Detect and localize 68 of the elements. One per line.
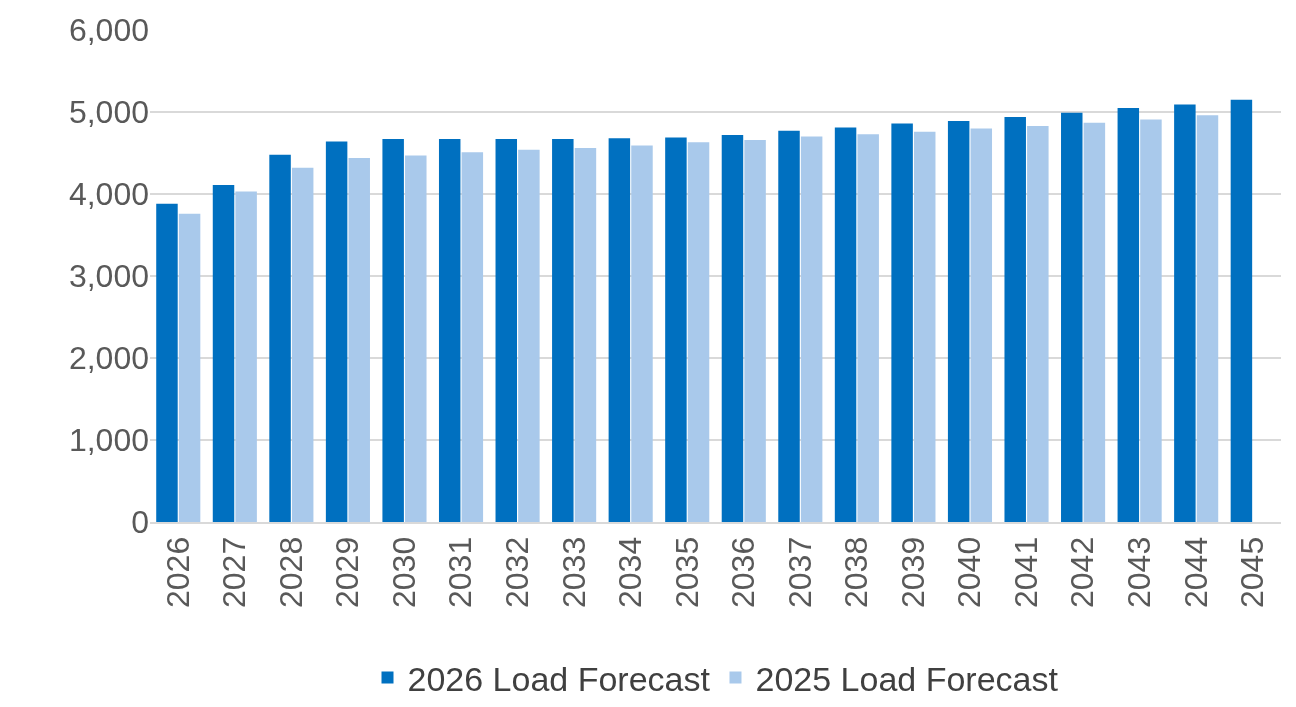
x-tick-label: 2035	[668, 536, 705, 608]
y-tick-label: 4,000	[68, 176, 149, 213]
y-tick-label: 5,000	[68, 94, 149, 131]
x-tick-label: 2029	[329, 536, 366, 608]
bar	[800, 136, 823, 522]
bar	[834, 127, 857, 522]
x-tick-label: 2038	[838, 536, 875, 608]
x-tick-label: 2028	[272, 536, 309, 608]
bar	[913, 131, 936, 522]
bar	[721, 134, 744, 522]
bar	[178, 213, 201, 522]
x-tick-label: 2045	[1234, 536, 1271, 608]
bar	[291, 167, 314, 522]
x-tick-label: 2043	[1121, 536, 1158, 608]
y-tick-label: 3,000	[68, 258, 149, 295]
bar	[1196, 115, 1219, 522]
x-tick-label: 2042	[1064, 536, 1101, 608]
bar	[438, 139, 461, 522]
bar	[1061, 112, 1083, 522]
bar	[1117, 107, 1140, 522]
x-tick-label: 2033	[555, 536, 592, 608]
bar	[552, 139, 574, 522]
bar	[891, 123, 913, 522]
y-tick-label: 0	[131, 504, 149, 541]
x-tick-label: 2044	[1177, 536, 1214, 608]
bar	[574, 148, 597, 522]
x-tick-label: 2039	[894, 536, 931, 608]
bar	[744, 139, 766, 522]
bar	[382, 139, 404, 522]
legend-label: 2026 Load Forecast	[407, 659, 711, 698]
y-tick-label: 2,000	[68, 340, 149, 377]
bar	[348, 157, 370, 522]
bar	[1230, 99, 1253, 522]
y-tick-label: 6,000	[68, 12, 149, 49]
bar	[687, 142, 710, 522]
bar	[631, 145, 653, 522]
bar	[518, 149, 540, 522]
bar	[970, 128, 993, 522]
x-tick-label: 2030	[385, 536, 422, 608]
bar	[269, 154, 291, 522]
y-tick-label: 1,000	[68, 422, 149, 459]
bar	[778, 130, 800, 522]
x-tick-label: 2026	[159, 536, 196, 608]
x-tick-label: 2041	[1007, 536, 1044, 608]
bar	[235, 191, 257, 522]
bar	[857, 134, 879, 522]
bar	[212, 184, 235, 522]
bar	[608, 138, 631, 522]
bar	[1027, 125, 1049, 522]
bar	[405, 155, 427, 522]
bar	[1140, 119, 1162, 522]
x-tick-label: 2036	[725, 536, 762, 608]
bar	[461, 152, 484, 522]
bar	[1004, 116, 1026, 522]
x-tick-label: 2037	[781, 536, 818, 608]
bar	[325, 141, 348, 522]
bar	[947, 121, 970, 522]
x-tick-label: 2034	[612, 536, 649, 608]
x-tick-label: 2032	[498, 536, 535, 608]
bar	[1083, 122, 1106, 522]
bar	[495, 139, 518, 522]
bar	[665, 137, 687, 522]
bar	[1174, 104, 1196, 522]
legend-label: 2025 Load Forecast	[755, 659, 1059, 698]
x-tick-label: 2031	[442, 536, 479, 608]
x-tick-label: 2027	[216, 536, 253, 608]
bar	[156, 203, 178, 522]
x-tick-label: 2040	[951, 536, 988, 608]
